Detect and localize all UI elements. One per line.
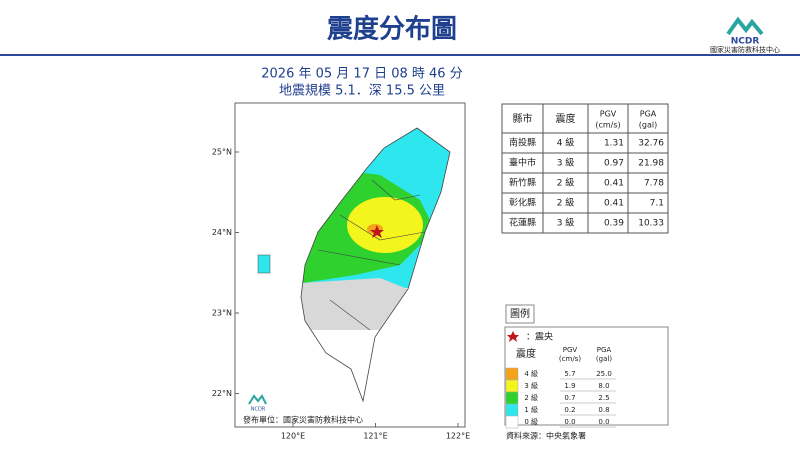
logo-text: NCDR xyxy=(731,37,760,47)
table-cell: 彰化縣 xyxy=(509,197,536,209)
table-cell: 3 級 xyxy=(557,157,575,169)
table-cell: 1.31 xyxy=(604,139,624,149)
table-header: 縣市 xyxy=(513,112,533,125)
table-cell: 4 級 xyxy=(557,137,575,149)
map-logo-text: NCDR xyxy=(251,407,266,413)
legend-col: PGA xyxy=(597,346,612,354)
table-cell: 3 級 xyxy=(557,217,575,229)
zone-none xyxy=(301,278,410,330)
legend-col: 震度 xyxy=(516,347,536,360)
legend-pgv: 5.7 xyxy=(564,370,575,378)
table-cell: 32.76 xyxy=(638,139,664,149)
table-header: PGV xyxy=(600,110,617,119)
zone-3 xyxy=(347,197,423,253)
table-header-bg xyxy=(501,103,669,134)
legend-swatch xyxy=(505,379,519,393)
logo: NCDR 國家災害防救科技中心 xyxy=(710,16,780,54)
table-cell: 21.98 xyxy=(638,159,664,169)
legend-pgv: 0.2 xyxy=(564,406,575,414)
table-cell: 花蓮縣 xyxy=(509,217,536,229)
legend-col: PGV xyxy=(563,346,578,354)
county-borders xyxy=(317,179,426,331)
legend-swatch xyxy=(505,403,519,417)
legend-swatch xyxy=(505,391,519,405)
penghu xyxy=(257,254,271,274)
org-name: 國家災害防救科技中心 xyxy=(710,45,780,54)
lat-label: 22°N xyxy=(212,389,232,398)
lat-labels: 25°N 24°N 23°N 22°N xyxy=(212,148,239,398)
table-row xyxy=(501,212,669,234)
legend-swatch xyxy=(505,415,519,429)
legend-label: 4 級 xyxy=(524,369,538,378)
epicenter xyxy=(370,225,384,238)
table-cell: 2 級 xyxy=(557,177,575,189)
map-logo-icon xyxy=(248,394,267,405)
table-cell: 10.33 xyxy=(638,219,664,229)
publisher: 發布單位：國家災害防救科技中心 xyxy=(243,415,363,425)
table-header: PGA xyxy=(640,110,657,119)
legend-pgv: 0.0 xyxy=(564,418,575,426)
title: 震度分布圖 xyxy=(327,14,457,45)
lat-label: 25°N xyxy=(212,148,232,157)
lon-labels: 120°E 121°E 122°E xyxy=(281,423,470,441)
legend-col: (cm/s) xyxy=(559,355,581,363)
table-cell: 南投縣 xyxy=(509,137,536,149)
legend-col: (gal) xyxy=(596,355,612,363)
table-cell: 0.41 xyxy=(604,179,624,189)
legend-title: 圖例 xyxy=(510,307,530,320)
legend-epicenter: ：震央 xyxy=(526,331,553,343)
event-time: 2026 年 05 月 17 日 08 時 46 分 xyxy=(261,67,462,82)
table-cell: 0.41 xyxy=(604,199,624,209)
legend-label: 0 級 xyxy=(524,417,538,426)
table-cell: 0.39 xyxy=(604,219,624,229)
legend-pga: 2.5 xyxy=(598,394,609,402)
intensity-table: 縣市 震度 PGV (cm/s) PGA (gal) 南投縣 4 級 1.31 32.76 臺中市 3… xyxy=(501,103,669,234)
lon-label: 120°E xyxy=(281,432,305,441)
legend-pgv: 1.9 xyxy=(564,382,575,390)
legend-epicenter-star xyxy=(507,331,519,342)
legend-label: 2 級 xyxy=(524,393,538,402)
table-header: 震度 xyxy=(556,112,576,125)
table-header-unit: (gal) xyxy=(639,121,657,130)
legend-rows: 4 級 5.7 25.0 3 級 1.9 8.0 2 級 0.7 2.5 1 級 0.2 0.8 0 級… xyxy=(505,367,616,429)
legend-box xyxy=(504,326,669,426)
table-cell: 7.1 xyxy=(650,199,664,209)
logo-icon xyxy=(726,16,764,36)
table-header-unit: (cm/s) xyxy=(595,121,620,130)
legend-pga: 0.8 xyxy=(598,406,609,414)
legend-title-box xyxy=(505,304,535,324)
legend-pga: 25.0 xyxy=(596,370,612,378)
event-magnitude: 地震規模 5.1．深 15.5 公里 xyxy=(279,84,445,99)
lat-label: 23°N xyxy=(212,309,232,318)
table-cell: 2 級 xyxy=(557,197,575,209)
table-cell: 0.97 xyxy=(604,159,624,169)
legend-swatch xyxy=(505,367,519,381)
legend-pgv: 0.7 xyxy=(564,394,575,402)
legend-pga: 8.0 xyxy=(598,382,609,390)
table-cell: 7.78 xyxy=(644,179,664,189)
table-cell: 臺中市 xyxy=(509,157,536,169)
lon-label: 121°E xyxy=(363,432,387,441)
legend-label: 1 級 xyxy=(524,405,538,414)
legend-pga: 0.0 xyxy=(598,418,609,426)
coastline xyxy=(300,127,451,403)
table-cell: 新竹縣 xyxy=(509,177,536,189)
legend-label: 3 級 xyxy=(524,381,538,390)
lon-label: 122°E xyxy=(446,432,470,441)
lat-label: 24°N xyxy=(212,228,232,237)
data-source: 資料來源：中央氣象署 xyxy=(506,431,586,441)
